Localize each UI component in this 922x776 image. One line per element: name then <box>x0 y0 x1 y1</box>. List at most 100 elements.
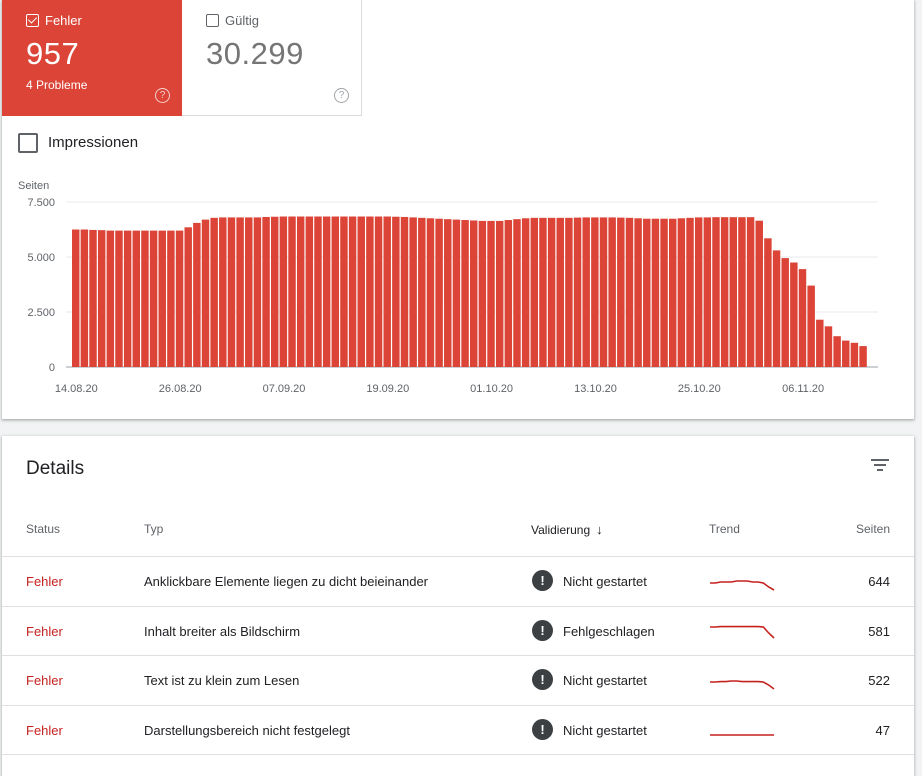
chart-bar <box>193 222 201 367</box>
chart-bar <box>374 216 383 367</box>
valid-tile[interactable]: Gültig 30.299 ? <box>182 0 362 116</box>
chart-bar <box>97 230 106 367</box>
column-header-status[interactable]: Status <box>26 522 61 536</box>
chart-bar <box>521 218 530 367</box>
row-validation-status: Fehlgeschlagen <box>563 623 655 639</box>
chart-bar <box>219 217 227 367</box>
x-tick-label: 06.11.20 <box>782 383 824 395</box>
row-trend-sparkline <box>710 625 775 639</box>
chart-bar <box>487 220 495 367</box>
row-issue-type: Text ist zu klein zum Lesen <box>144 673 300 688</box>
warning-icon: ! <box>532 570 553 591</box>
chart-bar <box>651 218 660 367</box>
divider <box>2 655 914 656</box>
chart-bar <box>504 220 513 367</box>
chart-bar <box>106 230 115 367</box>
chart-bar <box>184 227 192 367</box>
chart-bar <box>599 217 608 367</box>
chart-bar <box>132 230 141 367</box>
chart-bar <box>227 217 236 367</box>
chart-bar <box>245 217 253 367</box>
row-trend-sparkline <box>710 580 775 591</box>
error-problem-count: 4 Probleme <box>26 78 88 92</box>
chart-bar <box>816 319 824 367</box>
sparkline-line <box>710 680 775 690</box>
column-header-validierung-label: Validierung <box>531 523 591 537</box>
chart-bar <box>807 285 815 367</box>
chart-bar <box>444 219 452 367</box>
chart-bar <box>279 216 288 367</box>
impressions-label: Impressionen <box>48 134 139 151</box>
coverage-overview-card: Fehler 957 4 Probleme ? Gültig 30.299 ? … <box>2 0 914 419</box>
chart-bar <box>89 229 97 367</box>
y-axis-label: Seiten <box>18 180 49 192</box>
impressions-checkbox[interactable] <box>18 133 38 153</box>
help-icon[interactable]: ? <box>155 88 170 103</box>
chart-bar <box>322 216 331 367</box>
chart-bar <box>634 218 642 367</box>
chart-bar <box>565 217 573 367</box>
column-header-seiten[interactable]: Seiten <box>855 522 890 536</box>
error-checkbox[interactable] <box>26 14 39 27</box>
warning-icon: ! <box>532 619 553 641</box>
chart-bar <box>824 326 833 367</box>
column-header-typ[interactable]: Typ <box>144 522 164 536</box>
divider <box>2 556 914 557</box>
chart-bar <box>755 220 763 367</box>
chart-bar <box>262 216 270 367</box>
chart-bar <box>331 216 340 367</box>
valid-count: 30.299 <box>206 36 304 71</box>
chart-bar <box>418 217 426 367</box>
help-icon[interactable]: ? <box>334 88 349 103</box>
chart-bar <box>348 216 357 367</box>
error-tile[interactable]: Fehler 957 4 Probleme ? <box>2 0 182 116</box>
chart-bar <box>253 217 262 367</box>
column-header-trend[interactable]: Trend <box>709 522 740 536</box>
warning-icon: ! <box>532 669 553 690</box>
x-tick-label: 01.10.20 <box>470 383 513 395</box>
chart-bar <box>175 230 184 367</box>
chart-bar <box>539 217 547 367</box>
chart-bar <box>392 216 400 367</box>
valid-checkbox[interactable] <box>206 14 219 27</box>
row-issue-type: Anklickbare Elemente liegen zu dicht bei… <box>144 574 429 589</box>
chart-bar <box>625 217 634 367</box>
chart-bar <box>582 217 590 367</box>
chart-bar <box>167 230 175 367</box>
x-tick-label: 25.10.20 <box>678 383 721 395</box>
chart-bar <box>426 218 435 367</box>
chart-bar <box>686 217 694 367</box>
filter-icon[interactable] <box>870 458 890 474</box>
sparkline-line <box>710 625 775 639</box>
chart-bar <box>573 217 582 367</box>
table-row[interactable]: Fehler Anklickbare Elemente liegen zu dic… <box>2 557 914 606</box>
chart-bar <box>842 340 850 367</box>
divider <box>2 754 914 755</box>
row-issue-type: Darstellungsbereich nicht festgelegt <box>144 722 350 738</box>
chart-bar <box>461 220 469 367</box>
y-tick-label: 0 <box>49 362 55 374</box>
row-page-count: 47 <box>875 722 890 738</box>
table-row[interactable]: Fehler Inhalt breiter als Bildschirm! Fehl… <box>2 607 914 656</box>
row-validation-status: Nicht gestartet <box>563 673 647 688</box>
chart-bar <box>470 220 478 367</box>
chart-bar <box>400 216 409 367</box>
divider <box>2 704 914 706</box>
chart-bar <box>409 217 417 367</box>
chart-bar <box>210 217 218 367</box>
row-status: Fehler <box>26 623 63 639</box>
row-validation-status: Nicht gestartet <box>563 574 647 589</box>
table-row[interactable]: Fehler Darstellungsbereich nicht festgele… <box>2 706 914 755</box>
column-header-validierung[interactable]: Validierung ↓ <box>531 522 603 537</box>
chart-bar <box>772 250 781 367</box>
chart-bar <box>452 219 461 367</box>
row-page-count: 581 <box>868 623 890 639</box>
row-validation-status: Nicht gestartet <box>563 722 647 738</box>
table-row[interactable]: Fehler Text ist zu klein zum Lesen! Nicht … <box>2 656 914 705</box>
chart-bar <box>236 217 244 367</box>
row-page-count: 644 <box>868 574 890 589</box>
chart-bar <box>669 218 677 367</box>
chart-bar <box>296 216 305 367</box>
chart-bar <box>764 238 772 367</box>
chart-bar <box>201 219 210 367</box>
